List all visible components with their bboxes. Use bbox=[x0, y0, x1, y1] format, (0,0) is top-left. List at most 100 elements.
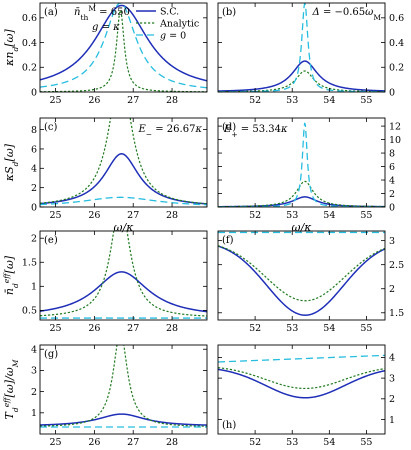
y-tick-label: 3 bbox=[31, 366, 37, 377]
plot-frame bbox=[39, 230, 208, 321]
panel-label: (g) bbox=[44, 349, 58, 360]
y-tick-label: 2 bbox=[31, 183, 37, 194]
plot-frame bbox=[39, 344, 208, 435]
series-line-sc bbox=[40, 413, 207, 426]
y-tick-label: 1 bbox=[31, 408, 37, 419]
y-tick-label: 2 bbox=[389, 284, 395, 295]
legend-label: g = 0 bbox=[160, 31, 186, 42]
y-tick-label: 2 bbox=[31, 234, 37, 245]
y-tick-label: 3 bbox=[389, 236, 395, 247]
x-tick-label: 26 bbox=[88, 323, 100, 334]
y-axis-label: n̄deff[ω] bbox=[2, 255, 20, 295]
y-tick-label: 4 bbox=[31, 164, 37, 175]
panel-a: 25 26 27 28 0 0.2 0.4 0.6 (a) bbox=[22, 2, 208, 106]
x-axis-label: ω/κ bbox=[292, 448, 313, 450]
y-tick-label: 2.5 bbox=[389, 260, 404, 271]
x-tick-label: 54 bbox=[323, 323, 335, 334]
series-group bbox=[40, 118, 207, 206]
series-line-sc bbox=[218, 368, 385, 399]
y-tick-label: 8 bbox=[31, 125, 37, 136]
x-tick-label: 53 bbox=[286, 323, 298, 334]
panel-e: 25 26 27 28 0.5 1 1.5 2 (e) bbox=[22, 230, 208, 334]
y-tick-label: 1.5 bbox=[22, 258, 37, 269]
y-tick-label: 0.6 bbox=[22, 13, 37, 24]
y-tick-label: 2 bbox=[389, 189, 395, 200]
y-tick-label: 0.5 bbox=[22, 306, 37, 317]
y-tick-label: 0 bbox=[389, 202, 395, 213]
y-tick-label: 0 bbox=[31, 87, 37, 98]
series-line-g0 bbox=[40, 196, 207, 206]
panel-g: 25 26 27 28 1 2 3 4 (g) ω/κ bbox=[31, 344, 208, 450]
y-tick-label: 1 bbox=[389, 415, 395, 426]
y-tick-label: 0.6 bbox=[389, 13, 404, 24]
panel-label: (h) bbox=[222, 420, 236, 431]
y-tick-label: 3 bbox=[389, 373, 395, 384]
x-tick-label: 25 bbox=[49, 210, 61, 221]
x-tick-label: 27 bbox=[127, 210, 139, 221]
plot-frame bbox=[217, 117, 386, 208]
x-axis-label: ω/κ bbox=[292, 221, 313, 234]
series-line-analytic bbox=[218, 70, 385, 92]
series-group bbox=[40, 345, 207, 428]
series-line-g0 bbox=[218, 122, 385, 207]
y-tick-label: 1 bbox=[31, 282, 37, 293]
series-group bbox=[40, 3, 207, 92]
plot-frame bbox=[217, 2, 386, 93]
x-tick-label: 52 bbox=[249, 95, 261, 106]
x-tick-label: 27 bbox=[127, 323, 139, 334]
panel-label: (c) bbox=[44, 122, 58, 133]
x-tick-label: 28 bbox=[166, 95, 178, 106]
y-tick-label: 1.5 bbox=[389, 308, 404, 319]
panel-label: (b) bbox=[222, 7, 236, 18]
x-tick-label: 54 bbox=[323, 437, 335, 448]
series-group bbox=[218, 231, 385, 316]
x-tick-label: 52 bbox=[249, 323, 261, 334]
panel-label: (a) bbox=[44, 7, 58, 18]
series-group bbox=[40, 231, 207, 319]
series-line-sc bbox=[40, 153, 207, 205]
panel-b: 52 53 54 55 0 0.2 0.4 0.6 (b) bbox=[217, 2, 404, 106]
annotation-eminus: E− = 26.67κ bbox=[137, 124, 202, 139]
x-tick-label: 28 bbox=[166, 210, 178, 221]
plot-frame bbox=[39, 117, 208, 208]
y-tick-label: 0.4 bbox=[389, 38, 404, 49]
x-tick-label: 25 bbox=[49, 323, 61, 334]
panel-h: 52 53 54 55 1 2 3 4 (h) ω/κ bbox=[217, 344, 395, 450]
y-axis-label: Tdeff[ω]/ωM bbox=[2, 359, 20, 419]
y-tick-label: 6 bbox=[31, 144, 37, 155]
series-group bbox=[218, 122, 385, 207]
y-tick-label: 4 bbox=[389, 175, 395, 186]
series-line-analytic bbox=[218, 367, 385, 390]
x-tick-label: 27 bbox=[127, 95, 139, 106]
y-tick-label: 6 bbox=[389, 162, 395, 173]
y-tick-label: 0 bbox=[389, 87, 395, 98]
panel-f: 52 53 54 55 1.5 2 2.5 3 (f) bbox=[217, 230, 404, 334]
x-tick-label: 26 bbox=[88, 437, 100, 448]
y-tick-label: 10 bbox=[389, 135, 401, 146]
x-tick-label: 25 bbox=[49, 437, 61, 448]
x-tick-label: 55 bbox=[360, 437, 372, 448]
panel-c: 25 26 27 28 0 2 4 6 8 (c) ω/κ bbox=[31, 117, 208, 234]
legend-label: S.C. bbox=[160, 7, 179, 18]
y-tick-label: 2 bbox=[31, 387, 37, 398]
plot-frame bbox=[217, 344, 386, 435]
x-tick-label: 54 bbox=[323, 210, 335, 221]
x-tick-label: 53 bbox=[286, 210, 298, 221]
panel-label: (d) bbox=[222, 122, 236, 133]
legend-label: Analytic bbox=[159, 19, 199, 30]
series-line-analytic bbox=[40, 9, 207, 92]
series-line-sc bbox=[218, 245, 385, 316]
plot-frame bbox=[39, 2, 208, 93]
series-line-g0 bbox=[218, 354, 385, 363]
annotation-g: g = κ bbox=[92, 22, 120, 33]
series-line-analytic bbox=[218, 245, 385, 302]
x-tick-label: 25 bbox=[49, 95, 61, 106]
x-tick-label: 27 bbox=[127, 437, 139, 448]
panel-d: 52 53 54 55 0 2 4 6 8 10 12 (d) ω/κ bbox=[217, 117, 401, 234]
series-line-analytic bbox=[40, 231, 207, 317]
series-line-sc bbox=[40, 271, 207, 313]
series-line-sc bbox=[218, 196, 385, 207]
y-tick-label: 0.4 bbox=[22, 38, 37, 49]
